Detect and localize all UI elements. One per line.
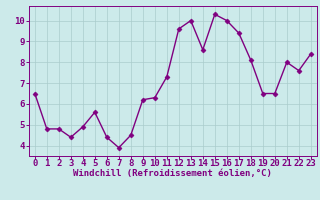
- X-axis label: Windchill (Refroidissement éolien,°C): Windchill (Refroidissement éolien,°C): [73, 169, 272, 178]
